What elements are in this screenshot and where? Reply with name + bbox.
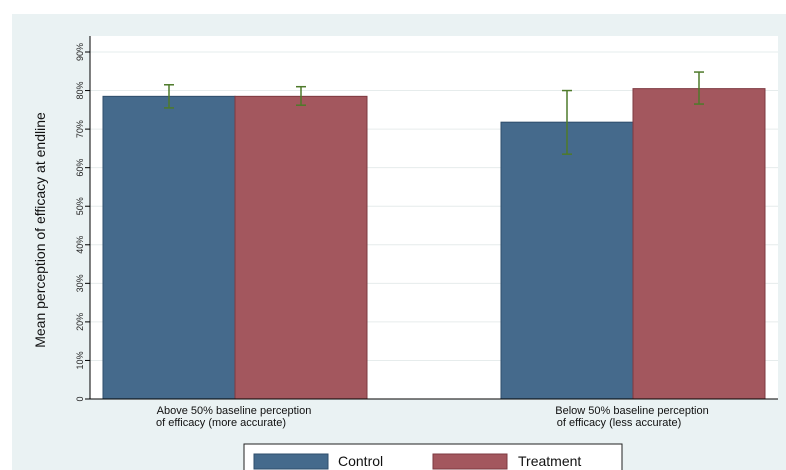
- category-label: Below 50% baseline perception: [555, 405, 709, 417]
- bars: [102, 88, 766, 400]
- bar-chart: 0 10% 20% 30% 40% 50% 60% 70% 80% 90% Above 50% b…: [32, 36, 778, 470]
- y-tick-label: 60%: [75, 159, 85, 177]
- bar-treatment-0: [234, 95, 368, 400]
- legend: Control Treatment: [243, 443, 623, 470]
- category-label: Above 50% baseline perception: [157, 405, 312, 417]
- y-tick-label: 0: [75, 396, 85, 401]
- y-tick-label: 70%: [75, 120, 85, 138]
- y-tick-label: 30%: [75, 274, 85, 292]
- y-tick-label: 10%: [75, 351, 85, 369]
- legend-swatch-treatment: [432, 453, 508, 470]
- legend-label-treatment: Treatment: [518, 453, 581, 469]
- y-tick-label: 20%: [75, 313, 85, 331]
- error-bars: [164, 71, 704, 155]
- bar-treatment-1: [632, 88, 766, 400]
- y-tick-label: 40%: [75, 236, 85, 254]
- y-tick-label: 50%: [75, 197, 85, 215]
- y-ticks: 0 10% 20% 30% 40% 50% 60% 70% 80% 90%: [75, 43, 90, 402]
- bar-control-1: [500, 121, 634, 400]
- y-axis-title: Mean perception of efficacy at endline: [32, 112, 48, 348]
- y-tick-label: 80%: [75, 82, 85, 100]
- category-label: of efficacy (more accurate): [156, 417, 286, 429]
- category-label: of efficacy (less accurate): [557, 417, 682, 429]
- bar-control-0: [102, 95, 236, 400]
- y-tick-label: 90%: [75, 43, 85, 61]
- legend-swatch-control: [253, 453, 329, 470]
- chart-figure: 0 10% 20% 30% 40% 50% 60% 70% 80% 90% Above 50% b…: [12, 14, 786, 470]
- legend-label-control: Control: [338, 453, 383, 469]
